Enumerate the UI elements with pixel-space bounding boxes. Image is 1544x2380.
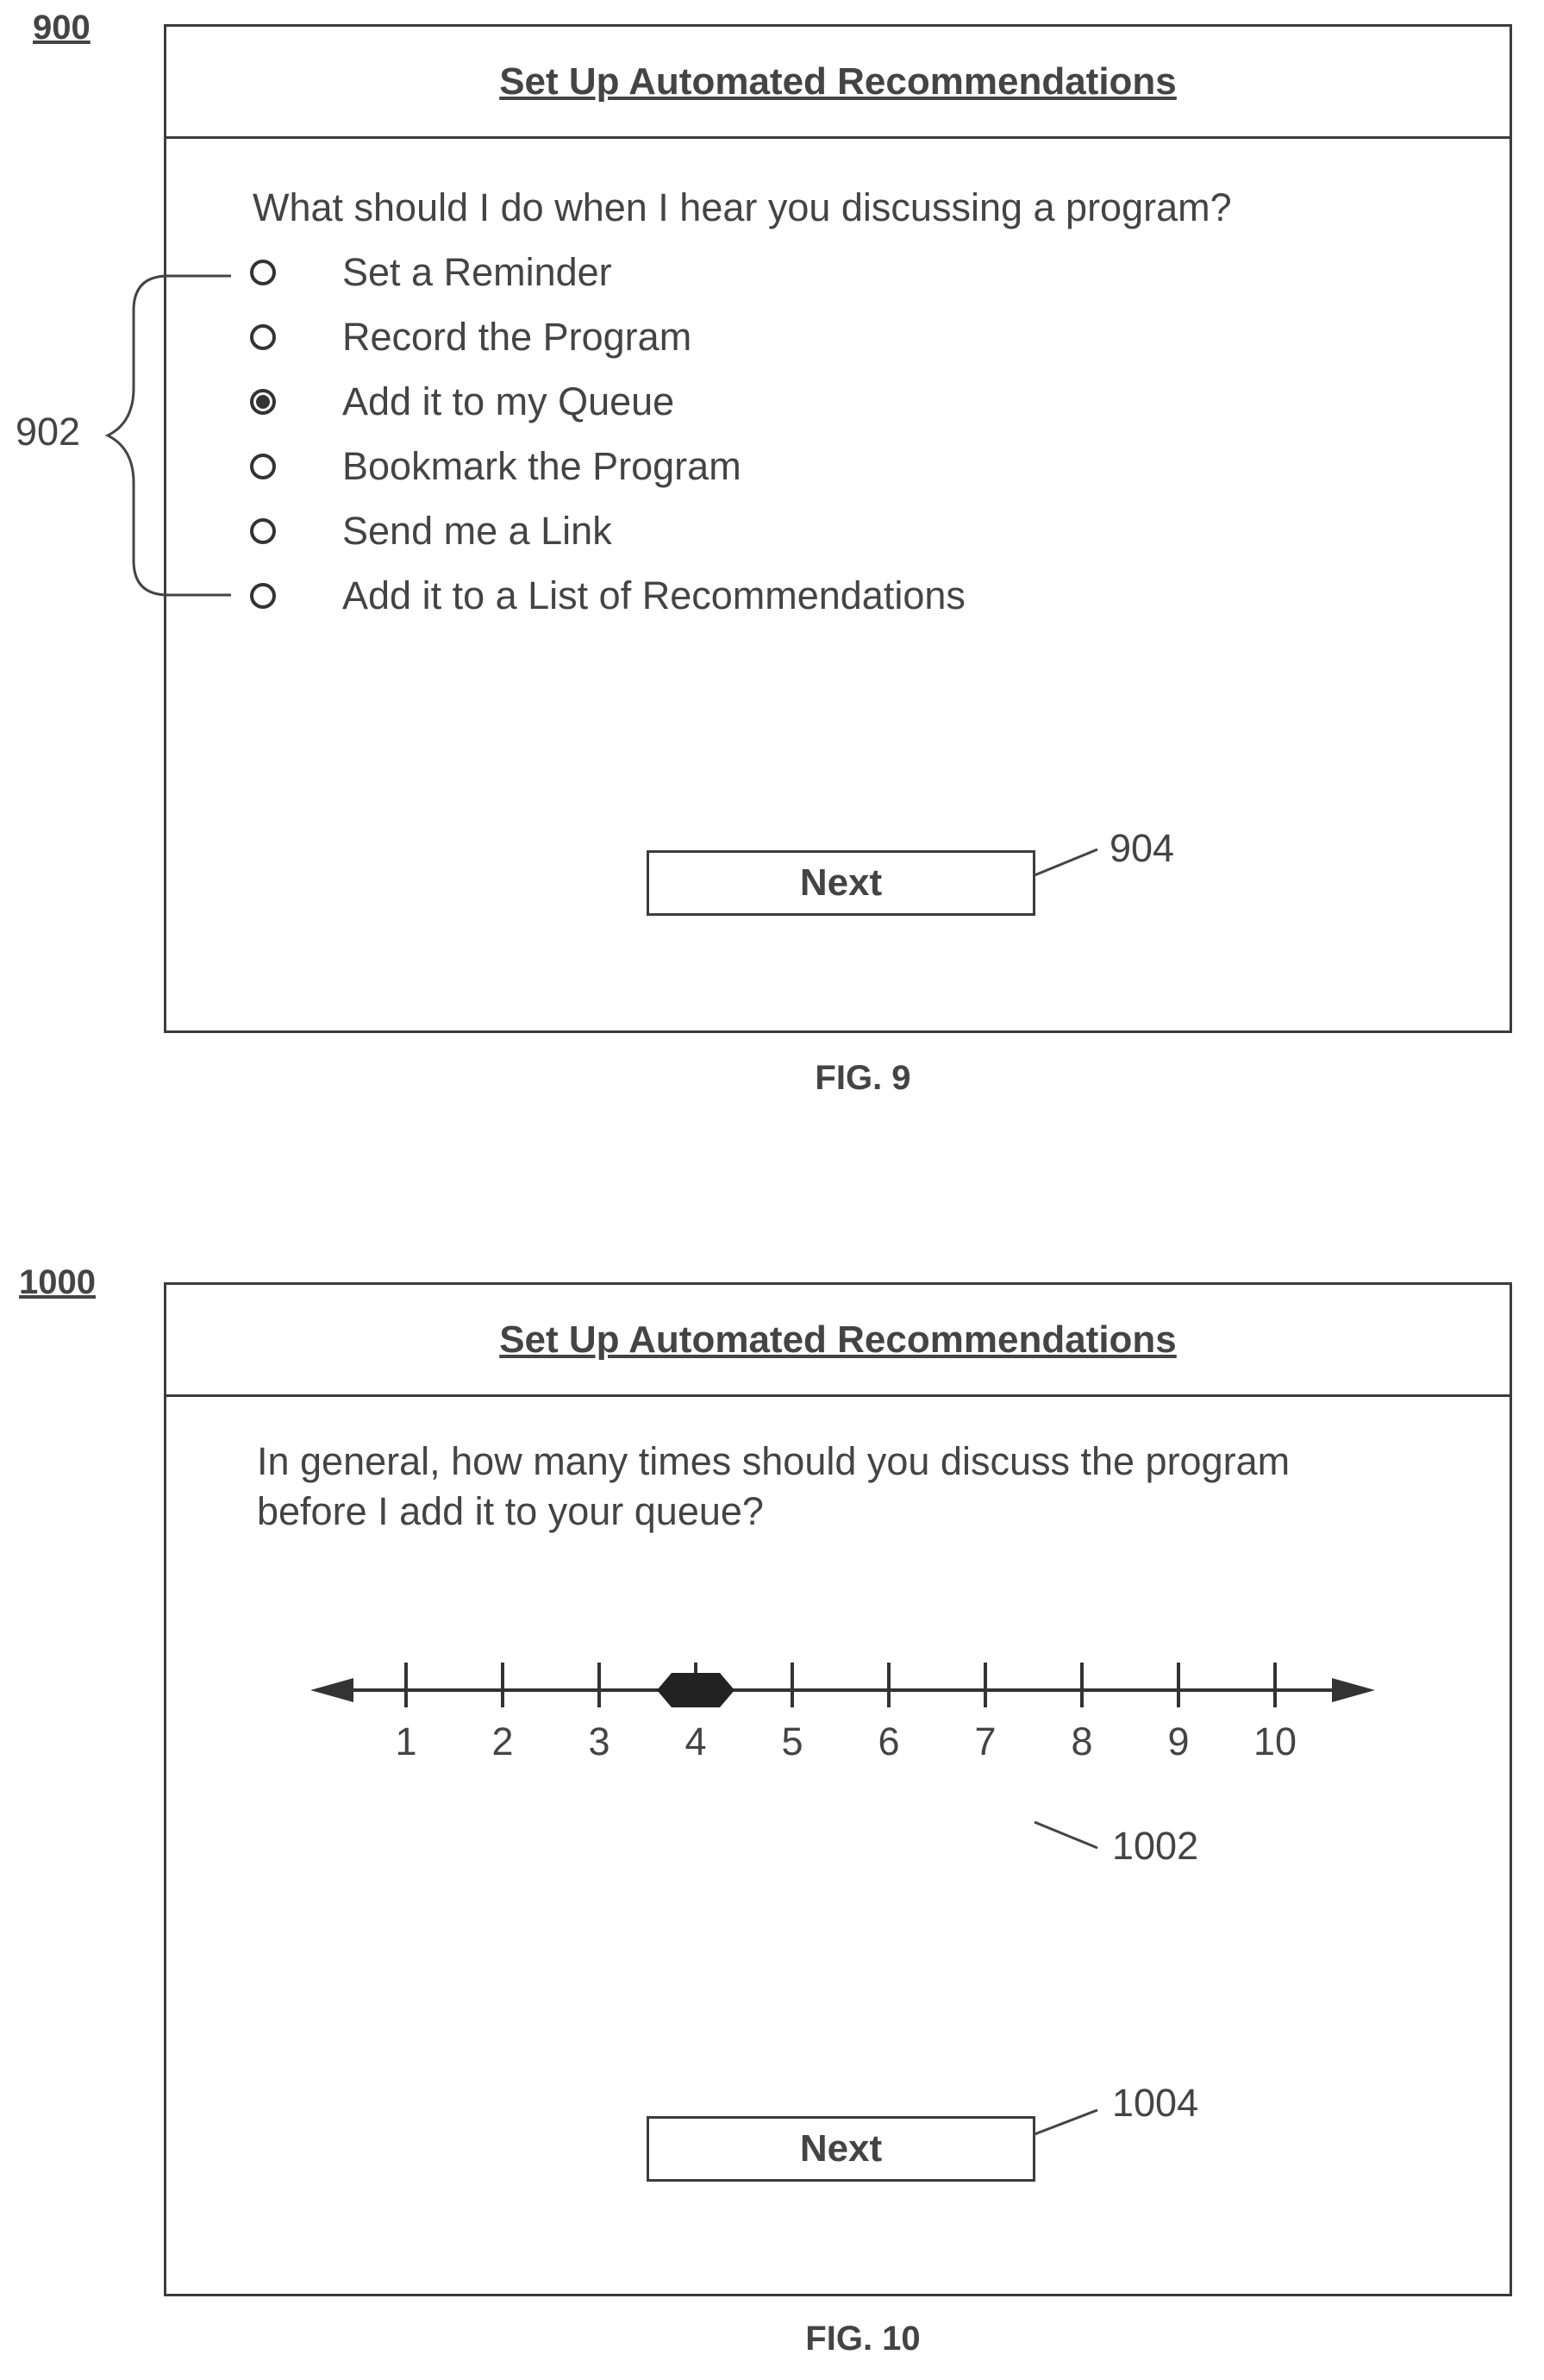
radio-button[interactable]: [250, 260, 276, 285]
radio-option-add-to-queue[interactable]: Add it to my Queue: [250, 376, 674, 428]
fig9-dialog-title: Set Up Automated Recommendations: [499, 60, 1177, 103]
fig10-question-line-1: In general, how many times should you di…: [257, 1436, 1290, 1488]
slider-callout-number: 1002: [1112, 1824, 1198, 1869]
fig10-dialog-header: Set Up Automated Recommendations: [166, 1285, 1510, 1397]
radio-option-send-link[interactable]: Send me a Link: [250, 505, 612, 557]
radio-option-bookmark-program[interactable]: Bookmark the Program: [250, 441, 741, 492]
option-label: Add it to my Queue: [342, 379, 674, 424]
fig9-question: What should I do when I hear you discuss…: [253, 182, 1232, 234]
option-label: Set a Reminder: [342, 250, 612, 295]
radio-selected-dot: [256, 395, 270, 409]
fig9-next-button[interactable]: Next: [647, 850, 1035, 916]
options-callout-number: 902: [16, 410, 80, 454]
option-label: Send me a Link: [342, 509, 612, 554]
option-label: Bookmark the Program: [342, 444, 741, 489]
figure-10-reference-number: 1000: [19, 1263, 96, 1302]
fig10-next-button[interactable]: Next: [647, 2116, 1035, 2182]
fig10-caption: FIG. 10: [734, 2320, 992, 2358]
radio-option-set-reminder[interactable]: Set a Reminder: [250, 247, 612, 298]
option-label: Record the Program: [342, 315, 691, 360]
fig9-caption: FIG. 9: [734, 1059, 992, 1098]
fig10-question-line-2: before I add it to your queue?: [257, 1486, 764, 1538]
radio-option-record-program[interactable]: Record the Program: [250, 311, 691, 363]
figure-9-reference-number: 900: [33, 9, 91, 47]
radio-button[interactable]: [250, 454, 276, 479]
fig9-dialog: Set Up Automated Recommendations What sh…: [164, 24, 1512, 1033]
option-label: Add it to a List of Recommendations: [342, 573, 966, 618]
radio-button[interactable]: [250, 518, 276, 544]
next-button-callout-number: 904: [1110, 826, 1174, 871]
fig10-dialog: Set Up Automated Recommendations In gene…: [164, 1282, 1512, 2296]
radio-option-add-to-recommendations-list[interactable]: Add it to a List of Recommendations: [250, 570, 966, 622]
radio-button[interactable]: [250, 324, 276, 350]
radio-button[interactable]: [250, 583, 276, 609]
fig10-dialog-title: Set Up Automated Recommendations: [499, 1318, 1177, 1362]
radio-button-selected[interactable]: [250, 389, 276, 415]
next-button-callout-number: 1004: [1112, 2081, 1198, 2126]
fig9-dialog-header: Set Up Automated Recommendations: [166, 27, 1510, 139]
